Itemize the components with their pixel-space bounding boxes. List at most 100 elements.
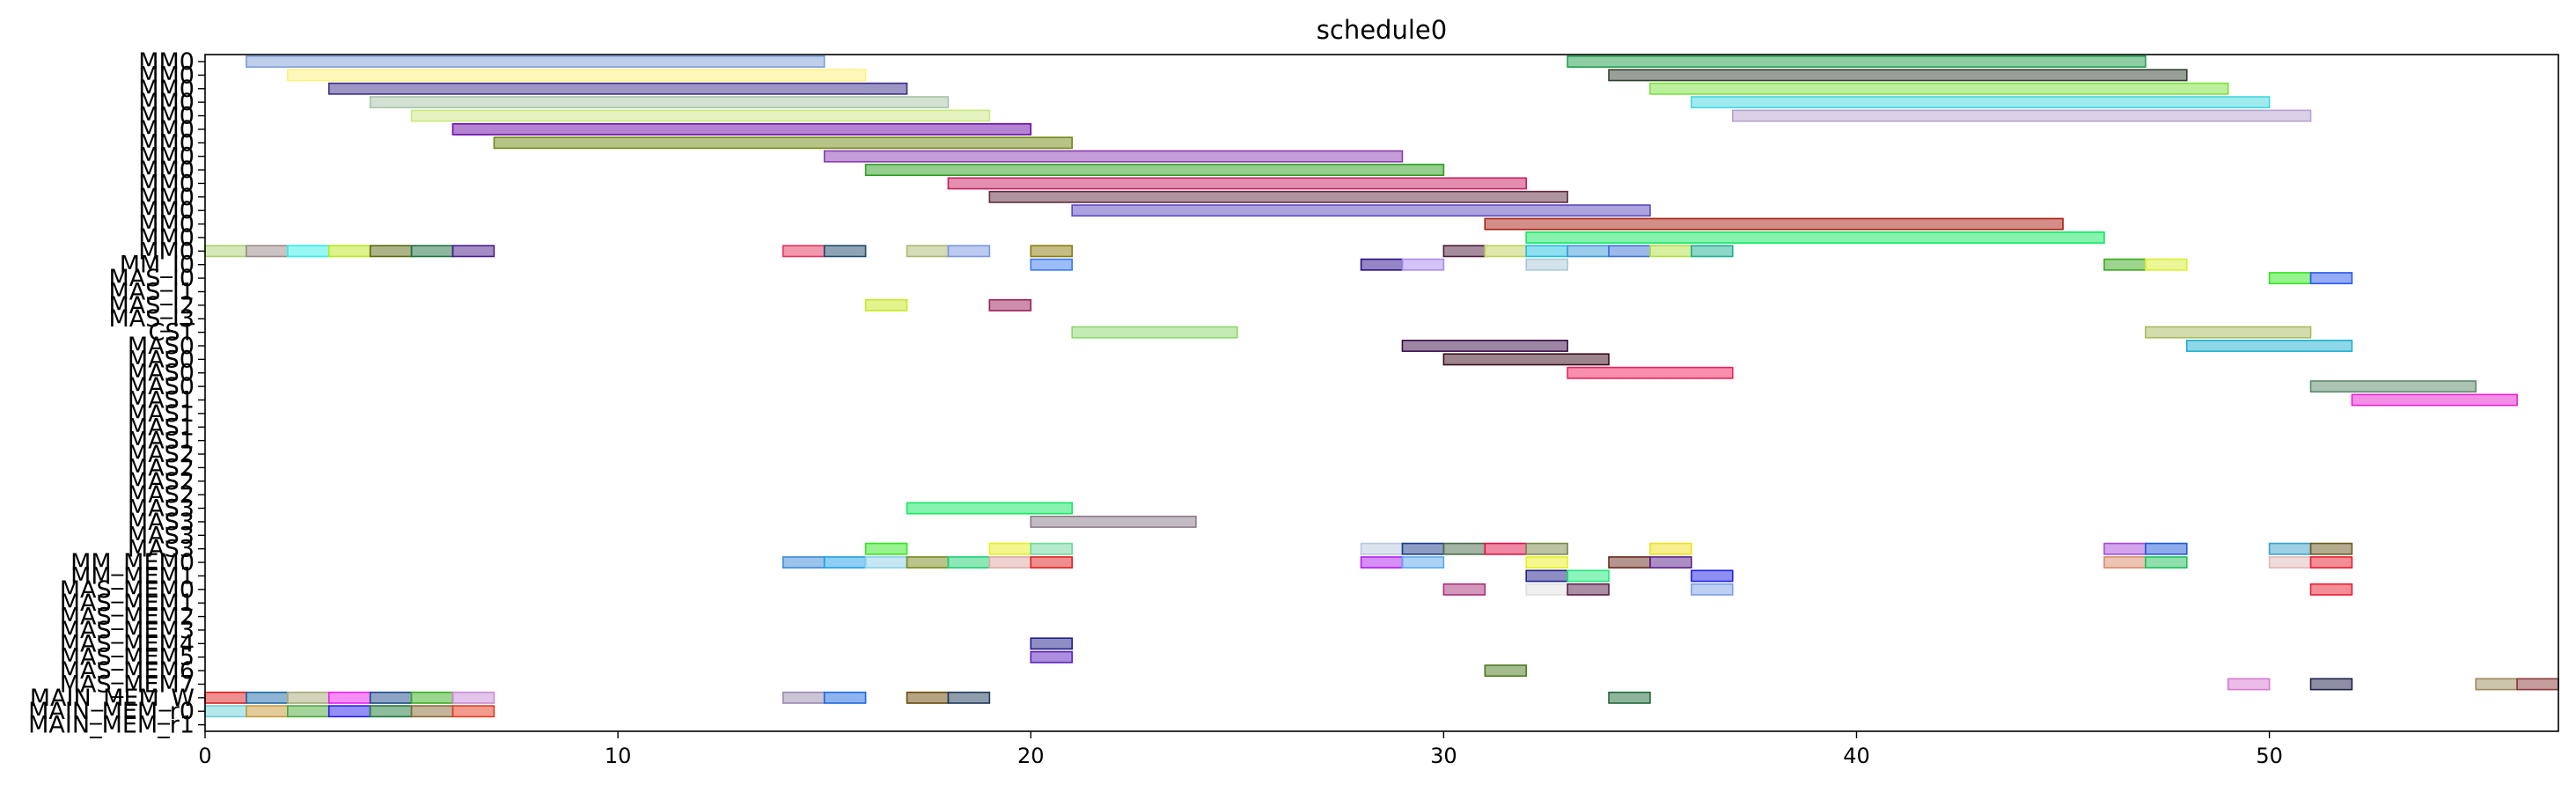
task-bar <box>1484 245 1527 258</box>
task-bar <box>1071 204 1651 217</box>
task-bar <box>947 177 1527 190</box>
task-bar <box>327 705 371 718</box>
y-tick-label: MM0 <box>138 143 194 171</box>
y-tick-label: MAS0 <box>128 373 194 400</box>
y-tick-label: CST <box>149 319 195 347</box>
x-tick-label: 40 <box>1843 744 1870 768</box>
task-bar <box>2185 340 2353 352</box>
task-bar <box>1401 258 1445 271</box>
task-bar <box>1691 583 1734 596</box>
task-bar <box>2309 380 2477 393</box>
x-tick-label: 0 <box>198 744 211 768</box>
y-tick-label: MM0 <box>138 157 194 184</box>
task-bar <box>2516 678 2559 691</box>
task-bar <box>451 705 495 718</box>
y-tick-label: MAS_MEM5 <box>60 644 194 671</box>
y-tick-label: MAS_I0 <box>108 265 194 292</box>
y-tick-label: MAS_MEM7 <box>60 671 194 698</box>
task-bar <box>1525 556 1568 569</box>
task-bar <box>1360 258 1404 271</box>
task-bar <box>782 691 826 704</box>
task-bar <box>1071 326 1238 339</box>
task-bar <box>1401 340 1568 352</box>
x-tick-label: 10 <box>605 744 632 768</box>
task-bar <box>451 691 495 704</box>
task-bar <box>1649 556 1692 569</box>
task-bar <box>287 691 330 704</box>
task-bar <box>327 82 908 95</box>
task-bar <box>1567 55 2147 68</box>
chart-title: schedule0 <box>1317 15 1447 45</box>
task-bar <box>1567 569 1610 583</box>
task-bar <box>451 245 495 258</box>
y-tick-label: MAS3 <box>128 522 194 549</box>
y-tick-label: MAS3 <box>128 495 194 523</box>
y-tick-label: MM_I0 <box>120 252 194 279</box>
task-bar <box>369 691 413 704</box>
task-bar <box>1649 542 1692 555</box>
task-bar <box>1525 569 1568 583</box>
y-tick-label: MM0 <box>138 116 194 143</box>
y-tick-label: MM0 <box>138 170 194 197</box>
y-tick-label: MAS1 <box>128 428 194 455</box>
task-bar <box>1360 542 1404 555</box>
task-bar <box>2309 678 2353 691</box>
task-bar <box>1608 691 1651 704</box>
y-tick-label: MAIN_MEM_r1 <box>28 712 194 739</box>
y-tick-label: MAS_MEM0 <box>60 576 194 604</box>
y-tick-label: MAS2 <box>128 454 194 481</box>
y-tick-label: MM0 <box>138 48 194 76</box>
y-tick-label: MAS_I3 <box>108 305 194 333</box>
task-bar <box>1442 542 1486 555</box>
task-bar <box>246 245 289 258</box>
task-bar <box>2145 326 2312 339</box>
task-bar <box>287 245 330 258</box>
y-tick-label: MM0 <box>138 89 194 116</box>
x-tick-label: 30 <box>1430 744 1457 768</box>
y-tick-label: MAS_MEM4 <box>60 630 194 657</box>
task-bar <box>287 705 330 718</box>
task-bar <box>493 136 1073 150</box>
task-bar <box>906 245 950 258</box>
y-tick-label: MAS2 <box>128 468 194 495</box>
x-tick-label: 20 <box>1017 744 1045 768</box>
task-bar <box>1030 556 1073 569</box>
y-tick-label: MAS_MEM1 <box>60 590 194 617</box>
task-bar <box>1525 583 1568 596</box>
y-axis-ticks: MM0MM0MM0MM0MM0MM0MM0MM0MM0MM0MM0MM0MM0M… <box>28 48 205 739</box>
task-bar <box>823 691 867 704</box>
task-bar <box>2309 542 2353 555</box>
task-bar <box>1030 542 1073 555</box>
task-bar <box>1442 583 1486 596</box>
y-tick-label: MAS3 <box>128 536 194 563</box>
task-bar <box>1649 245 1692 258</box>
task-bar <box>1731 109 2312 122</box>
plot-frame <box>204 54 2559 732</box>
task-bar <box>1691 96 2271 109</box>
task-bar <box>988 190 1568 203</box>
task-bar <box>287 69 867 82</box>
task-bar <box>1484 664 1527 678</box>
task-bar <box>1525 245 1568 258</box>
task-bar <box>1567 366 1734 379</box>
y-tick-label: MAS2 <box>128 441 194 468</box>
task-bar <box>1030 637 1073 650</box>
y-tick-label: MM0 <box>138 184 194 211</box>
task-bar <box>410 245 454 258</box>
task-bar <box>1567 245 1610 258</box>
task-bar <box>988 298 1032 312</box>
y-tick-label: MAS0 <box>128 360 194 387</box>
task-bar <box>2268 542 2312 555</box>
y-tick-label: MAS3 <box>128 509 194 536</box>
y-tick-label: MAS0 <box>128 333 194 360</box>
task-bar <box>246 691 289 704</box>
task-bar <box>1567 583 1610 596</box>
y-tick-label: MAS_MEM6 <box>60 657 194 685</box>
task-bar <box>2145 542 2188 555</box>
task-bar <box>906 556 950 569</box>
task-bar <box>410 691 454 704</box>
task-bar <box>2309 583 2353 596</box>
task-bar <box>1608 69 2188 82</box>
y-tick-label: MM0 <box>138 76 194 103</box>
task-bar <box>2309 556 2353 569</box>
